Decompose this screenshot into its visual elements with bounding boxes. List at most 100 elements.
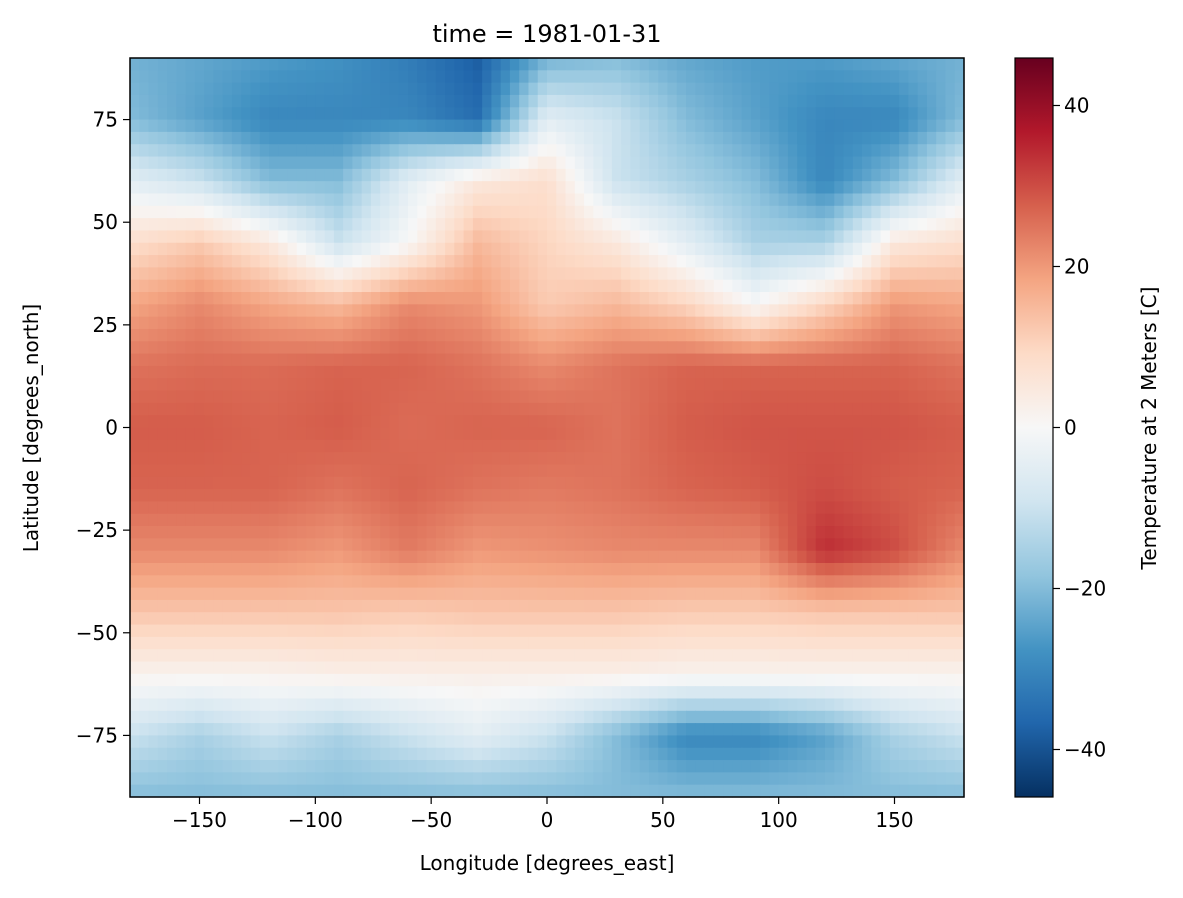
heatmap-cell bbox=[926, 661, 937, 675]
heatmap-cell bbox=[621, 587, 631, 601]
heatmap-cell bbox=[713, 649, 724, 663]
heatmap-cell bbox=[139, 156, 150, 170]
heatmap-cell bbox=[148, 402, 159, 416]
heatmap-cell bbox=[139, 710, 150, 724]
heatmap-cell bbox=[704, 378, 715, 392]
heatmap-cell bbox=[315, 526, 326, 539]
heatmap-cell bbox=[278, 255, 289, 268]
heatmap-cell bbox=[204, 624, 214, 638]
heatmap-cell bbox=[899, 82, 909, 96]
heatmap-cell bbox=[574, 538, 585, 552]
heatmap-cell bbox=[491, 415, 502, 429]
heatmap-cell bbox=[537, 526, 548, 539]
heatmap-cell bbox=[185, 230, 196, 244]
heatmap-cell bbox=[528, 292, 539, 305]
heatmap-cell bbox=[324, 107, 335, 121]
heatmap-cell bbox=[547, 636, 557, 650]
heatmap-cell bbox=[565, 390, 576, 404]
heatmap-cell bbox=[547, 538, 557, 552]
heatmap-cell bbox=[862, 218, 872, 232]
heatmap-cell bbox=[491, 94, 502, 108]
heatmap-cell bbox=[185, 58, 196, 71]
heatmap-cell bbox=[556, 181, 567, 195]
heatmap-cell bbox=[528, 698, 539, 712]
heatmap-cell bbox=[760, 476, 770, 490]
heatmap-cell bbox=[593, 168, 604, 182]
heatmap-cell bbox=[176, 82, 187, 96]
heatmap-cell bbox=[843, 341, 854, 355]
heatmap-cell bbox=[926, 378, 937, 392]
heatmap-cell bbox=[139, 612, 150, 626]
heatmap-cell bbox=[231, 587, 242, 601]
heatmap-cell bbox=[426, 723, 437, 737]
heatmap-cell bbox=[667, 205, 678, 219]
heatmap-cell bbox=[306, 390, 316, 404]
heatmap-cell bbox=[398, 353, 409, 367]
heatmap-cell bbox=[611, 255, 622, 268]
heatmap-cell bbox=[806, 304, 817, 318]
heatmap-cell bbox=[213, 255, 224, 268]
heatmap-cell bbox=[815, 181, 826, 195]
heatmap-cell bbox=[658, 365, 669, 379]
heatmap-cell bbox=[463, 70, 474, 84]
heatmap-cell bbox=[380, 562, 391, 576]
heatmap-cell bbox=[852, 218, 863, 232]
heatmap-cell bbox=[686, 119, 696, 133]
heatmap-cell bbox=[148, 94, 159, 108]
heatmap-cell bbox=[352, 599, 363, 613]
heatmap-cell bbox=[167, 439, 177, 453]
heatmap-cell bbox=[686, 82, 696, 96]
heatmap-cell bbox=[945, 661, 956, 675]
heatmap-cell bbox=[139, 205, 150, 219]
heatmap-cell bbox=[871, 501, 882, 515]
heatmap-cell bbox=[296, 230, 307, 244]
heatmap-cell bbox=[648, 723, 659, 737]
heatmap-cell bbox=[750, 587, 761, 601]
heatmap-cell bbox=[602, 723, 613, 737]
heatmap-cell bbox=[732, 316, 743, 330]
heatmap-cell bbox=[380, 489, 391, 502]
heatmap-cell bbox=[556, 365, 567, 379]
heatmap-cell bbox=[602, 267, 613, 281]
heatmap-cell bbox=[204, 205, 214, 219]
heatmap-cell bbox=[454, 698, 465, 712]
heatmap-cell bbox=[241, 279, 252, 293]
heatmap-cell bbox=[695, 476, 706, 490]
heatmap-cell bbox=[945, 390, 956, 404]
heatmap-cell bbox=[593, 698, 604, 712]
heatmap-cell bbox=[825, 501, 835, 515]
heatmap-cell bbox=[528, 624, 539, 638]
heatmap-cell bbox=[380, 526, 391, 539]
heatmap-cell bbox=[306, 575, 316, 589]
heatmap-cell bbox=[472, 70, 483, 84]
heatmap-cell bbox=[741, 193, 752, 207]
heatmap-cell bbox=[278, 353, 289, 367]
heatmap-cell bbox=[176, 612, 187, 626]
heatmap-cell bbox=[194, 304, 205, 318]
heatmap-cell bbox=[565, 636, 576, 650]
heatmap-cell bbox=[352, 304, 363, 318]
heatmap-cell bbox=[389, 587, 400, 601]
heatmap-cell bbox=[398, 205, 409, 219]
heatmap-cell bbox=[185, 513, 196, 527]
heatmap-cell bbox=[333, 649, 344, 663]
heatmap-cell bbox=[472, 526, 483, 539]
heatmap-cell bbox=[250, 649, 261, 663]
heatmap-cell bbox=[852, 168, 863, 182]
heatmap-cell bbox=[926, 723, 937, 737]
heatmap-cell bbox=[380, 292, 391, 305]
heatmap-cell bbox=[380, 587, 391, 601]
heatmap-cell bbox=[185, 636, 196, 650]
heatmap-cell bbox=[250, 131, 261, 145]
heatmap-cell bbox=[398, 378, 409, 392]
heatmap-cell bbox=[954, 390, 965, 404]
heatmap-cell bbox=[333, 94, 344, 108]
heatmap-cell bbox=[686, 193, 696, 207]
heatmap-cell bbox=[852, 636, 863, 650]
heatmap-cell bbox=[352, 698, 363, 712]
heatmap-cell bbox=[806, 267, 817, 281]
heatmap-cell bbox=[454, 341, 465, 355]
heatmap-cell bbox=[204, 673, 214, 687]
heatmap-cell bbox=[871, 415, 882, 429]
heatmap-cell bbox=[185, 575, 196, 589]
